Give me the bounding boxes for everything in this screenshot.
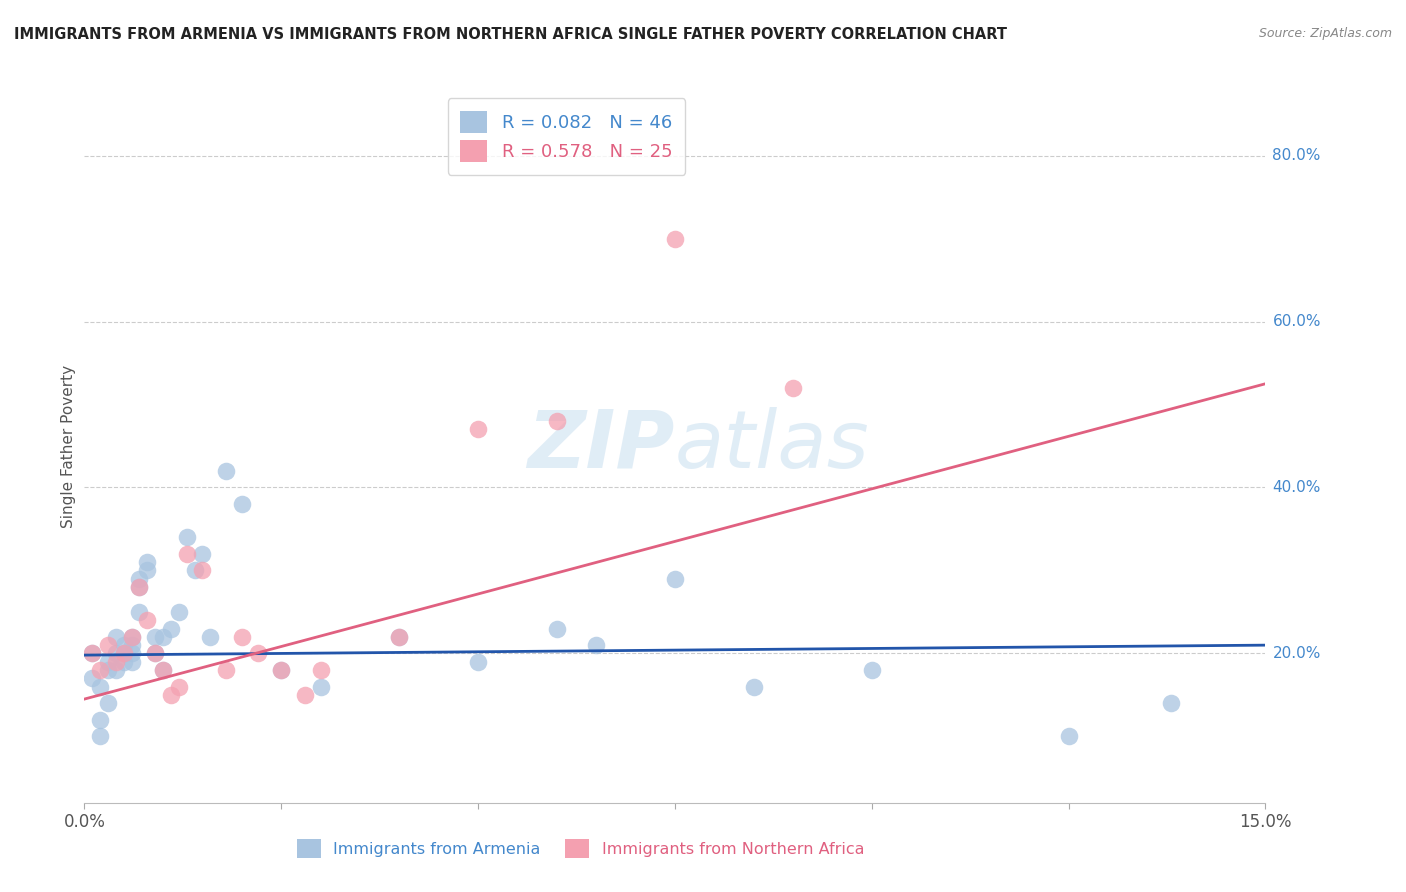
Point <box>104 647 127 661</box>
Point <box>215 464 238 478</box>
Point <box>215 663 238 677</box>
Point <box>309 680 332 694</box>
Point <box>89 663 111 677</box>
Point <box>97 638 120 652</box>
Point <box>121 647 143 661</box>
Point <box>167 605 190 619</box>
Point <box>585 638 607 652</box>
Point <box>294 688 316 702</box>
Point <box>176 547 198 561</box>
Point <box>121 630 143 644</box>
Point <box>89 713 111 727</box>
Text: 20.0%: 20.0% <box>1272 646 1320 661</box>
Point <box>82 647 104 661</box>
Point <box>136 555 159 569</box>
Point <box>121 638 143 652</box>
Point <box>1057 730 1080 744</box>
Point <box>183 564 205 578</box>
Y-axis label: Single Father Poverty: Single Father Poverty <box>60 365 76 527</box>
Point <box>136 613 159 627</box>
Point <box>191 547 214 561</box>
Point <box>388 630 411 644</box>
Point <box>231 497 253 511</box>
Point <box>160 688 183 702</box>
Point <box>388 630 411 644</box>
Point <box>104 663 127 677</box>
Point <box>546 622 568 636</box>
Point <box>89 680 111 694</box>
Point <box>89 730 111 744</box>
Text: Source: ZipAtlas.com: Source: ZipAtlas.com <box>1258 27 1392 40</box>
Point <box>191 564 214 578</box>
Point <box>546 414 568 428</box>
Point <box>136 564 159 578</box>
Point <box>82 647 104 661</box>
Point <box>467 655 489 669</box>
Point <box>742 680 765 694</box>
Point <box>176 530 198 544</box>
Point <box>82 671 104 685</box>
Point <box>121 655 143 669</box>
Point <box>152 663 174 677</box>
Point <box>664 231 686 245</box>
Point <box>270 663 292 677</box>
Point <box>97 696 120 710</box>
Text: 80.0%: 80.0% <box>1272 148 1320 163</box>
Point <box>128 572 150 586</box>
Point <box>467 422 489 436</box>
Point <box>112 647 135 661</box>
Point <box>128 605 150 619</box>
Text: ZIP: ZIP <box>527 407 675 485</box>
Point <box>143 647 166 661</box>
Point <box>112 655 135 669</box>
Point <box>1160 696 1182 710</box>
Legend: Immigrants from Armenia, Immigrants from Northern Africa: Immigrants from Armenia, Immigrants from… <box>288 830 872 866</box>
Point <box>231 630 253 644</box>
Point <box>167 680 190 694</box>
Point <box>309 663 332 677</box>
Point <box>246 647 269 661</box>
Text: 40.0%: 40.0% <box>1272 480 1320 495</box>
Point <box>200 630 222 644</box>
Point <box>782 381 804 395</box>
Point <box>121 630 143 644</box>
Text: 60.0%: 60.0% <box>1272 314 1320 329</box>
Point <box>143 647 166 661</box>
Point <box>270 663 292 677</box>
Point <box>104 630 127 644</box>
Point <box>143 630 166 644</box>
Point <box>152 630 174 644</box>
Text: atlas: atlas <box>675 407 870 485</box>
Point <box>152 663 174 677</box>
Point <box>97 655 120 669</box>
Point <box>664 572 686 586</box>
Point <box>128 580 150 594</box>
Text: IMMIGRANTS FROM ARMENIA VS IMMIGRANTS FROM NORTHERN AFRICA SINGLE FATHER POVERTY: IMMIGRANTS FROM ARMENIA VS IMMIGRANTS FR… <box>14 27 1007 42</box>
Point <box>112 647 135 661</box>
Point <box>97 663 120 677</box>
Point <box>128 580 150 594</box>
Point <box>160 622 183 636</box>
Point <box>112 638 135 652</box>
Point <box>860 663 883 677</box>
Point <box>104 655 127 669</box>
